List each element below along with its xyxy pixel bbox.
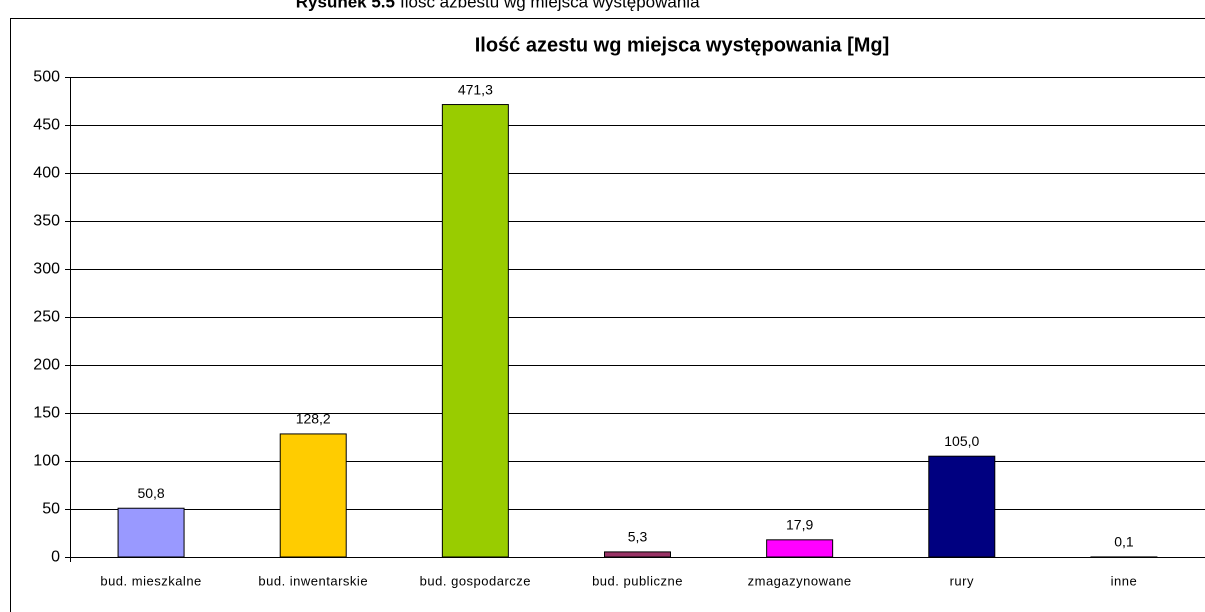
x-tick-label: bud. mieszkalne	[100, 573, 201, 588]
value-label: 50,8	[137, 485, 164, 501]
bar	[928, 455, 996, 558]
caption-text: Ilość azbestu wg miejsca występowania	[400, 0, 700, 11]
chart-title: Ilość azestu wg miejsca występowania [Mg…	[475, 34, 890, 56]
chart-frame	[10, 18, 1205, 612]
x-tick-label: inne	[1111, 573, 1138, 588]
y-tick-label: 450	[33, 117, 60, 134]
bar	[604, 551, 671, 558]
x-tick-label: zmagazynowane	[748, 573, 852, 588]
x-tick-label: bud. publiczne	[592, 573, 683, 588]
y-tick-label: 50	[42, 501, 60, 518]
bar	[441, 104, 509, 558]
x-tick-label: bud. gospodarcze	[420, 573, 531, 588]
value-label: 128,2	[296, 411, 331, 427]
y-tick-label: 150	[33, 405, 60, 422]
value-label: 105,0	[944, 433, 979, 449]
bar	[279, 433, 347, 558]
y-tick-label: 200	[33, 357, 60, 374]
y-tick-label: 400	[33, 165, 60, 182]
value-label: 17,9	[786, 517, 813, 533]
value-label: 5,3	[628, 529, 648, 545]
caption-label: Rysunek 5.5	[296, 0, 395, 11]
x-tick-label: bud. inwentarskie	[258, 573, 368, 588]
value-label: 0,1	[1114, 534, 1134, 550]
bar	[117, 507, 185, 558]
bar	[766, 539, 834, 558]
value-label: 471,3	[458, 81, 493, 97]
y-tick-label: 300	[33, 261, 60, 278]
y-tick-label: 500	[33, 69, 60, 86]
x-tick-label: rury	[950, 573, 974, 588]
y-tick-label: 100	[33, 453, 60, 470]
y-tick-label: 250	[33, 309, 60, 326]
y-tick-label: 350	[33, 213, 60, 230]
y-tick-label: 0	[51, 549, 60, 566]
